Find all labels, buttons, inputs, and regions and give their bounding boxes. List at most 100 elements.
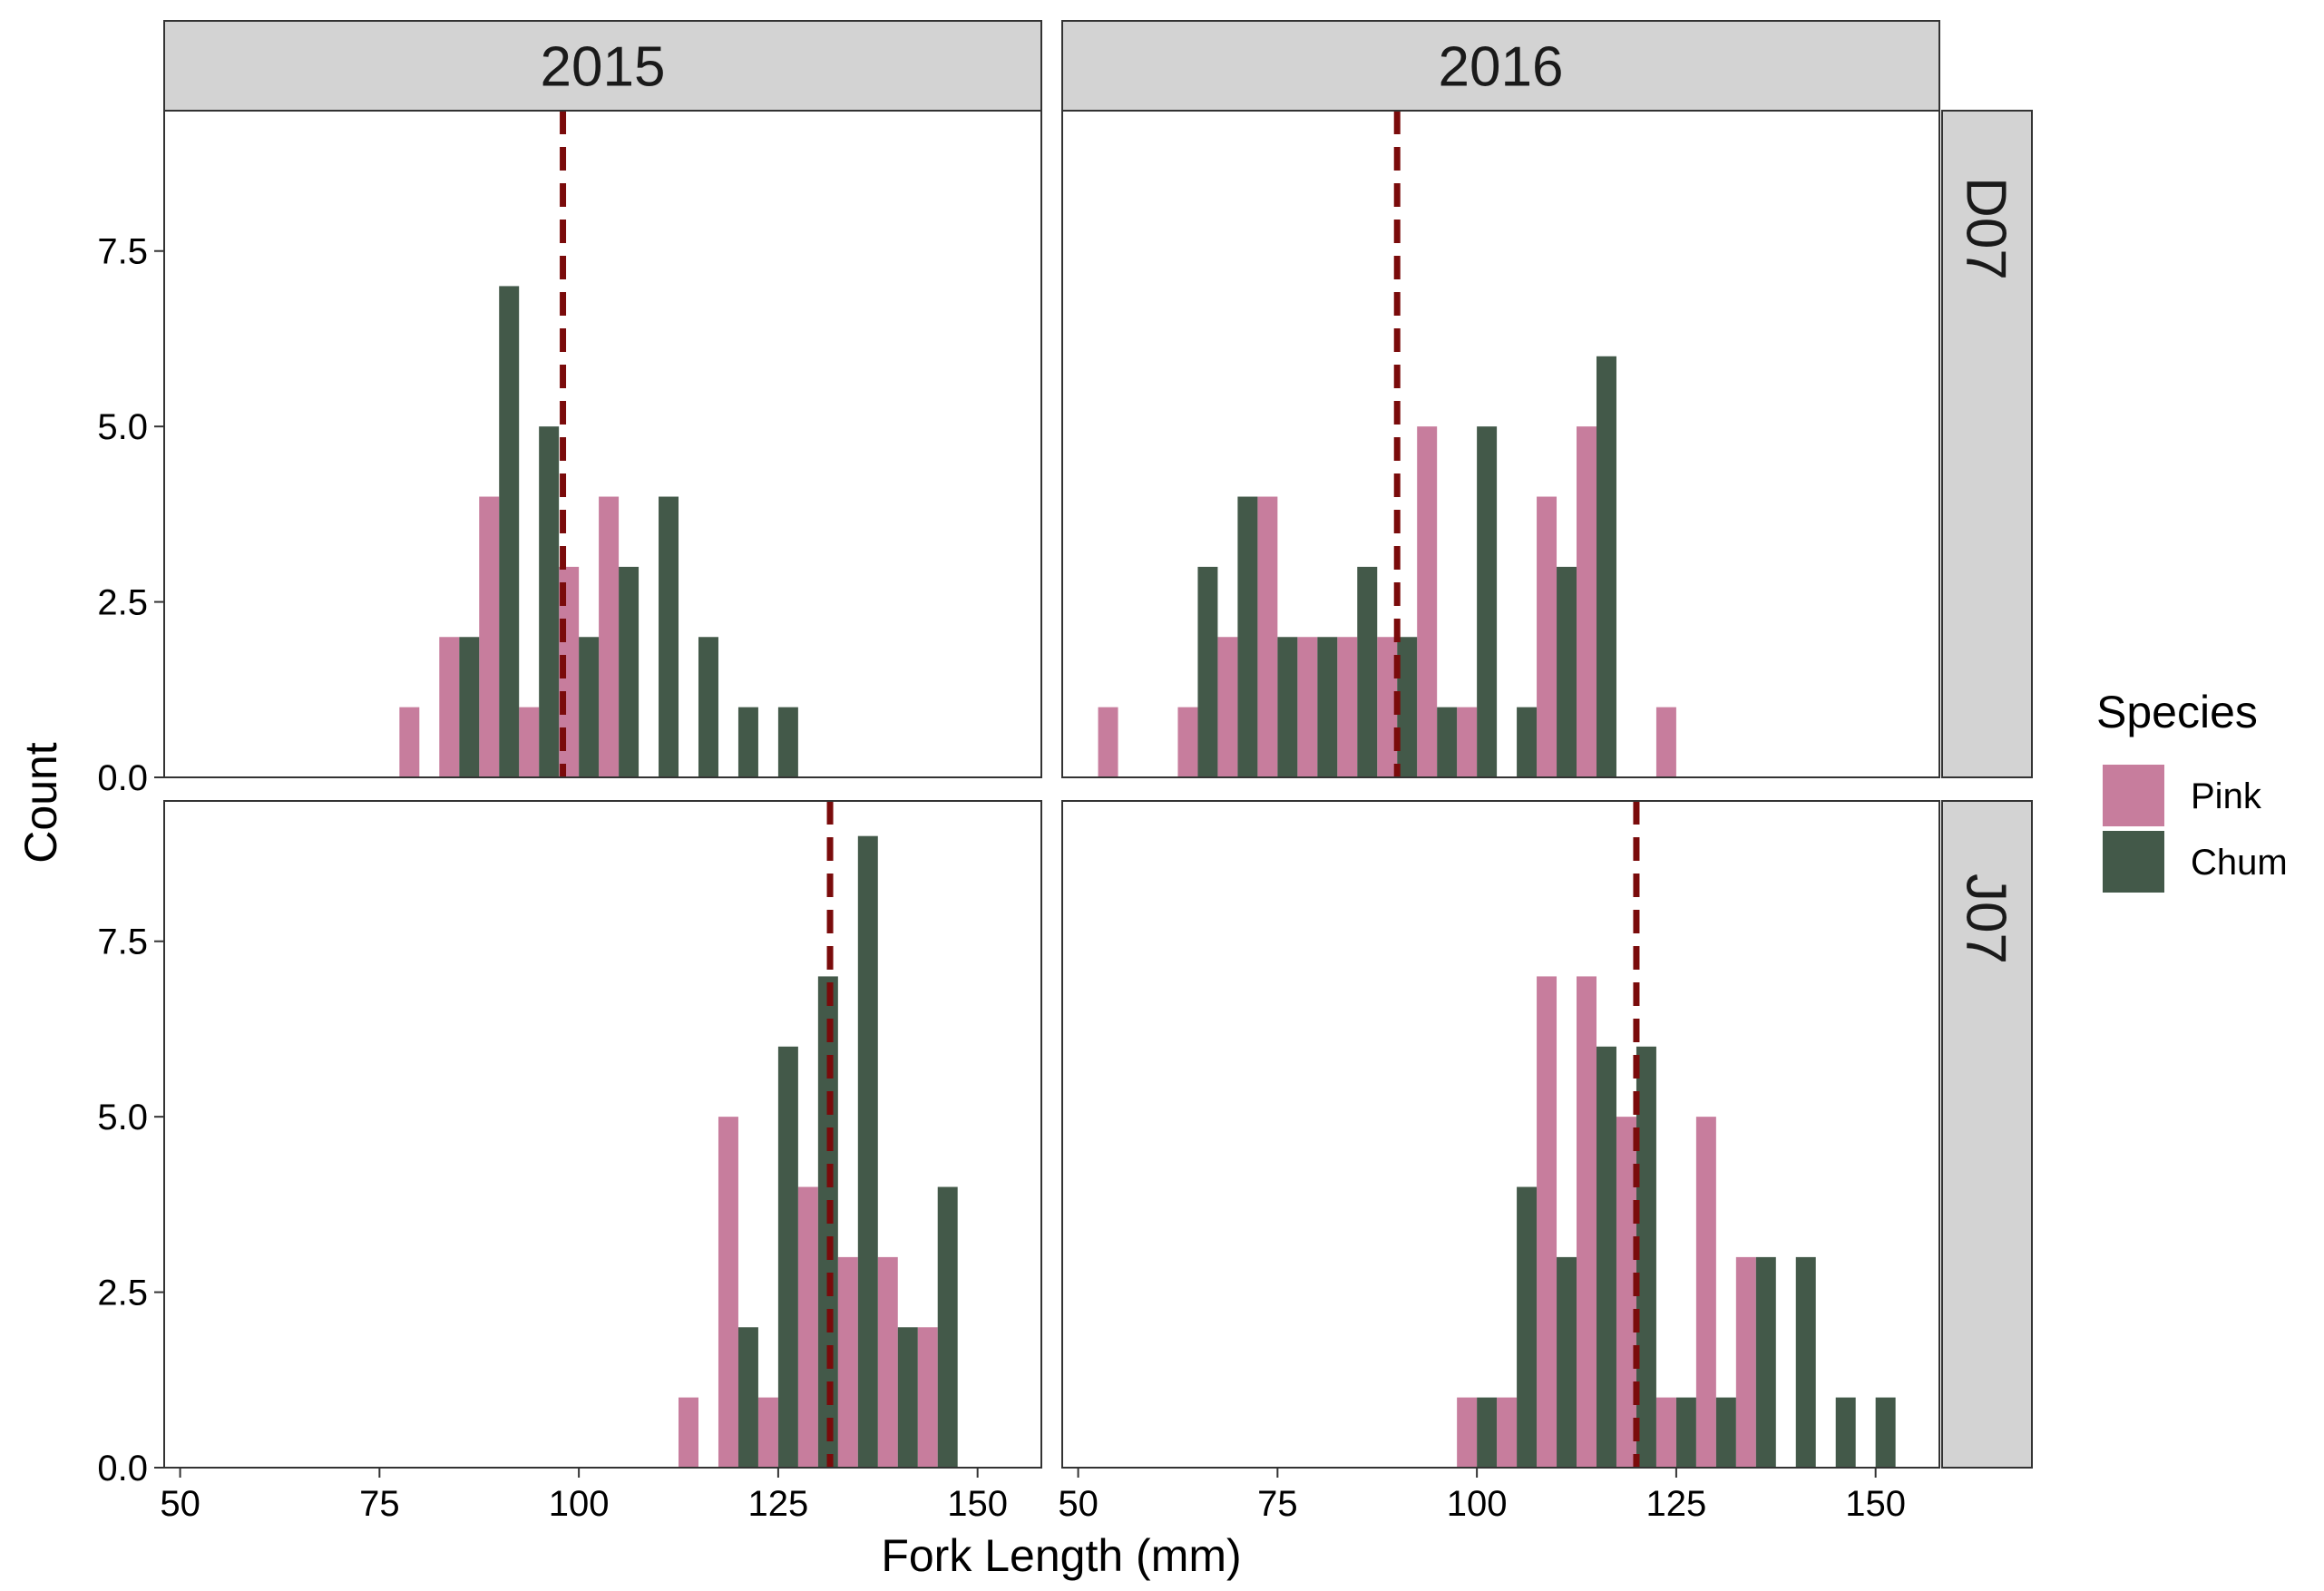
y-tick-label: 0.0 bbox=[97, 758, 148, 798]
histogram-bar-chum bbox=[1755, 1256, 1776, 1468]
histogram-bar-chum bbox=[937, 1186, 958, 1468]
histogram-bar-pink bbox=[917, 1327, 938, 1468]
panel-background bbox=[1062, 111, 1939, 777]
histogram-bar-pink bbox=[1655, 707, 1676, 777]
x-axis-title: Fork Length (mm) bbox=[881, 1530, 1241, 1581]
histogram-bar-chum bbox=[579, 637, 600, 777]
legend: Species Pink Chum bbox=[2096, 687, 2288, 893]
panel-border bbox=[163, 800, 1042, 1469]
histogram-bar-pink bbox=[399, 707, 420, 777]
histogram-bar-pink bbox=[1257, 496, 1278, 777]
histogram-bar-pink bbox=[1217, 637, 1238, 777]
panel-background bbox=[1062, 801, 1939, 1468]
histogram-bar-chum bbox=[777, 1046, 798, 1468]
panel-border bbox=[1061, 800, 1940, 1469]
histogram-bar-chum bbox=[1517, 1186, 1538, 1468]
legend-key-chum bbox=[2103, 831, 2164, 893]
histogram-bar-pink bbox=[877, 1256, 898, 1468]
histogram-bar-pink bbox=[1457, 1397, 1478, 1468]
histogram-bar-chum bbox=[1477, 1397, 1498, 1468]
histogram-bar-pink bbox=[1537, 976, 1557, 1468]
column-strip-label: 2016 bbox=[1439, 36, 1564, 99]
histogram-bar-pink bbox=[1695, 1117, 1716, 1468]
legend-label: Pink bbox=[2191, 776, 2262, 816]
histogram-bar-pink bbox=[797, 1186, 818, 1468]
column-strip bbox=[1061, 20, 1940, 112]
histogram-bar-pink bbox=[1417, 426, 1438, 777]
histogram-bar-pink bbox=[1577, 976, 1597, 1468]
histogram-bar-chum bbox=[1675, 1397, 1696, 1468]
histogram-bar-chum bbox=[737, 707, 758, 777]
y-tick-label: 5.0 bbox=[97, 407, 148, 447]
histogram-bar-chum bbox=[1795, 1256, 1816, 1468]
histogram-bar-pink bbox=[1577, 426, 1597, 777]
histogram-bar-pink bbox=[479, 496, 500, 777]
histogram-bar-chum bbox=[659, 496, 679, 777]
row-strip-label: J07 bbox=[1955, 874, 2017, 964]
column-strip-label: 2015 bbox=[541, 36, 666, 99]
histogram-bar-pink bbox=[837, 1256, 858, 1468]
histogram-bar-pink bbox=[519, 707, 540, 777]
histogram-bar-pink bbox=[1098, 707, 1118, 777]
x-tick-label: 50 bbox=[160, 1484, 200, 1524]
histogram-bar-chum bbox=[1596, 356, 1616, 777]
histogram-bar-chum bbox=[1875, 1397, 1896, 1468]
histogram-bar-chum bbox=[1636, 1046, 1656, 1468]
y-axis-title: Count bbox=[15, 742, 66, 864]
histogram-bar-pink bbox=[679, 1397, 698, 1468]
x-tick-label: 100 bbox=[1447, 1484, 1508, 1524]
histogram-bar-pink bbox=[599, 496, 620, 777]
row-strip-label: D07 bbox=[1955, 177, 2017, 280]
column-strip bbox=[163, 20, 1042, 112]
y-tick-label: 2.5 bbox=[97, 1274, 148, 1313]
histogram-bar-chum bbox=[857, 835, 878, 1468]
histogram-bar-pink bbox=[1177, 707, 1198, 777]
histogram-bar-pink bbox=[1655, 1397, 1676, 1468]
histogram-bar-pink bbox=[1735, 1256, 1756, 1468]
histogram-bar-pink bbox=[439, 637, 460, 777]
histogram-bar-chum bbox=[459, 637, 480, 777]
y-tick-label: 7.5 bbox=[97, 232, 148, 272]
panel-border bbox=[163, 110, 1042, 778]
histogram-bar-pink bbox=[1377, 637, 1398, 777]
histogram-bar-chum bbox=[619, 566, 640, 777]
histogram-bar-pink bbox=[1537, 496, 1557, 777]
histogram-bar-chum bbox=[1277, 637, 1298, 777]
histogram-bar-pink bbox=[1297, 637, 1318, 777]
legend-label: Chum bbox=[2191, 843, 2288, 883]
x-tick-label: 75 bbox=[1257, 1484, 1298, 1524]
x-tick-label: 50 bbox=[1058, 1484, 1099, 1524]
x-tick-label: 125 bbox=[1646, 1484, 1707, 1524]
histogram-bar-chum bbox=[737, 1327, 758, 1468]
histogram-bar-pink bbox=[1616, 1117, 1636, 1468]
x-tick-label: 150 bbox=[947, 1484, 1008, 1524]
histogram-bar-chum bbox=[1437, 707, 1458, 777]
row-strip bbox=[1941, 110, 2033, 778]
y-tick-label: 5.0 bbox=[97, 1098, 148, 1137]
histogram-bar-chum bbox=[1557, 1256, 1577, 1468]
histogram-bar-chum bbox=[499, 286, 520, 778]
histogram-bar-chum bbox=[1357, 566, 1378, 777]
panels-layer: 2015 2016 D07 J07 0.0 2.5 5.0 7.5 0.0 2.5 5.0 7.5 50… bbox=[97, 20, 2033, 1524]
histogram-bar-chum bbox=[1596, 1046, 1616, 1468]
histogram-bar-chum bbox=[1715, 1397, 1736, 1468]
y-tick-label: 2.5 bbox=[97, 583, 148, 623]
histogram-bar-chum bbox=[777, 707, 798, 777]
histogram-bar-chum bbox=[1317, 637, 1338, 777]
y-tick-label: 0.0 bbox=[97, 1449, 148, 1489]
histogram-bar-chum bbox=[1237, 496, 1258, 777]
x-tick-label: 125 bbox=[748, 1484, 809, 1524]
histogram-bar-pink bbox=[757, 1397, 778, 1468]
histogram-bar-chum bbox=[1477, 426, 1498, 777]
histogram-bar-chum bbox=[897, 1327, 918, 1468]
panel-border bbox=[1061, 110, 1940, 778]
histogram-bar-chum bbox=[1835, 1397, 1856, 1468]
x-tick-label: 100 bbox=[549, 1484, 610, 1524]
histogram-bar-chum bbox=[539, 426, 560, 777]
histogram-bar-pink bbox=[718, 1117, 738, 1468]
x-tick-label: 75 bbox=[359, 1484, 400, 1524]
histogram-bar-pink bbox=[1497, 1397, 1518, 1468]
y-tick-label: 7.5 bbox=[97, 922, 148, 962]
histogram-bar-chum bbox=[698, 637, 718, 777]
